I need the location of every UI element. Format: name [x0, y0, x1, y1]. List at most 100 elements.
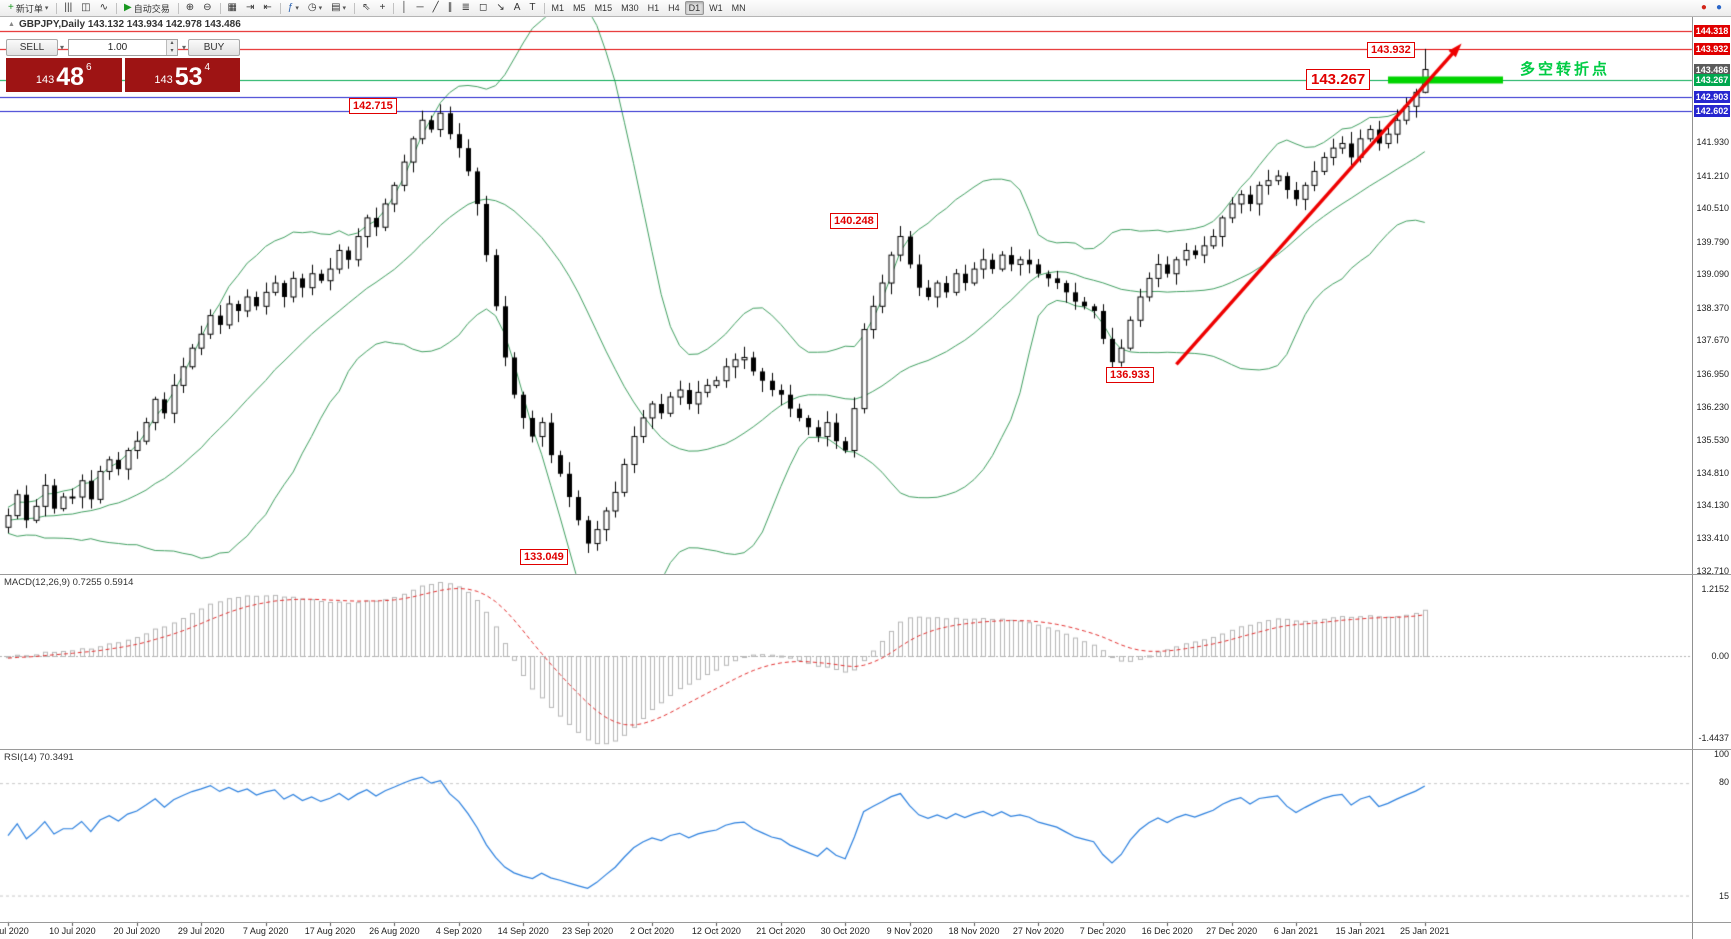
- price-annotation[interactable]: 136.933: [1106, 367, 1154, 383]
- timeframe-h1-label: H1: [647, 3, 660, 13]
- price-annotation[interactable]: 143.932: [1367, 42, 1415, 58]
- timeframe-h4[interactable]: H4: [664, 1, 684, 15]
- price-axis-tag: 142.903: [1694, 90, 1730, 103]
- bar-chart-button[interactable]: |||: [60, 1, 76, 15]
- timeframe-mn[interactable]: MN: [728, 1, 750, 15]
- timeframe-m5[interactable]: M5: [569, 1, 590, 15]
- volume-input[interactable]: [69, 40, 166, 55]
- community-icon[interactable]: ●: [1712, 1, 1726, 15]
- horizontal-line-button[interactable]: ─: [413, 1, 428, 15]
- caret-down-icon: ▾: [318, 5, 323, 12]
- macd-axis-label: 1.2152: [1701, 584, 1729, 594]
- news-icon[interactable]: ●: [1697, 1, 1711, 15]
- candle-chart-button[interactable]: ◫: [77, 1, 94, 15]
- buy-button[interactable]: 143 53 4: [124, 58, 240, 92]
- toolbar-separator: [543, 2, 545, 14]
- chart-title: ▲ GBPJPY,Daily 143.132 143.934 142.978 1…: [8, 19, 241, 30]
- price-axis-label: 141.930: [1696, 137, 1729, 148]
- pane-separator[interactable]: [0, 574, 1731, 575]
- zoom-out-button-icon: ⊖: [203, 2, 212, 13]
- periods-button[interactable]: ◷ ▾: [304, 1, 326, 15]
- tile-windows-button[interactable]: ▦: [224, 1, 241, 15]
- date-axis-label: 27 Dec 2020: [1206, 926, 1258, 936]
- price-annotation[interactable]: 140.248: [830, 213, 878, 229]
- timeframe-h1[interactable]: H1: [644, 1, 664, 15]
- auto-scroll-button-icon: ⇥: [245, 2, 255, 13]
- buy-caret-icon[interactable]: ▾: [181, 43, 186, 52]
- text-button-icon: A: [513, 2, 521, 13]
- shapes-button-icon: ◻: [479, 2, 488, 13]
- community-icon-icon: ●: [1715, 2, 1722, 13]
- timeframe-m1[interactable]: M1: [548, 1, 569, 15]
- price-axis-label: 133.410: [1696, 533, 1729, 544]
- sell-price-main: 143: [35, 74, 55, 87]
- date-axis-label: 30 Oct 2020: [820, 926, 870, 936]
- price-annotation[interactable]: 142.715: [349, 98, 397, 114]
- trendline-button-icon: ╱: [432, 2, 439, 13]
- shapes-button[interactable]: ◻: [475, 1, 491, 15]
- macd-axis-label: 0.00: [1711, 651, 1729, 661]
- date-axis-label: 12 Oct 2020: [691, 926, 741, 936]
- date-axis-label: 23 Sep 2020: [562, 926, 614, 936]
- fibonacci-button[interactable]: ≣: [458, 1, 474, 15]
- date-axis-label: 2 Oct 2020: [629, 926, 675, 936]
- cursor-button[interactable]: ⇖: [358, 1, 374, 15]
- sell-caret-icon[interactable]: ▾: [60, 43, 65, 52]
- crosshair-button-icon: +: [379, 2, 386, 13]
- date-axis-label: 27 Nov 2020: [1012, 926, 1064, 936]
- price-annotation[interactable]: 143.267: [1306, 69, 1371, 90]
- channel-button[interactable]: ∥: [444, 1, 457, 15]
- autotrading-button[interactable]: ▶ 自动交易: [120, 1, 174, 15]
- arrow-tool-button[interactable]: ↘: [492, 1, 508, 15]
- text-button[interactable]: A: [510, 1, 525, 15]
- pane-separator[interactable]: [0, 922, 1731, 923]
- sell-button[interactable]: 143 48 6: [6, 58, 122, 92]
- date-axis-label: 18 Nov 2020: [948, 926, 1000, 936]
- timeframe-w1[interactable]: W1: [705, 1, 727, 15]
- buy-label-button[interactable]: BUY: [188, 39, 240, 56]
- auto-scroll-button[interactable]: ⇥: [242, 1, 258, 15]
- turning-point-label: 多空转折点: [1520, 61, 1611, 78]
- date-axis-label: 9 Nov 2020: [886, 926, 933, 936]
- price-annotation[interactable]: 133.049: [520, 549, 568, 565]
- timeframe-m30-label: M30: [621, 3, 639, 13]
- new-order-button[interactable]: + 新订单 ▾: [4, 1, 52, 15]
- volume-up-button[interactable]: ▴: [166, 40, 177, 48]
- new-order-button-icon: +: [8, 2, 14, 13]
- autotrading-button-label: 自动交易: [133, 3, 170, 14]
- chart-shift-button[interactable]: ⇤: [259, 1, 275, 15]
- price-axis-label: 136.230: [1696, 402, 1729, 413]
- toolbar-separator: [219, 2, 221, 14]
- timeframe-m1-label: M1: [551, 3, 565, 13]
- indicators-button[interactable]: ƒ ▾: [284, 1, 303, 15]
- toolbar-separator: [116, 2, 118, 14]
- buy-price-frac: 4: [204, 62, 211, 73]
- templates-button[interactable]: ▤ ▾: [327, 1, 350, 15]
- zoom-in-button[interactable]: ⊕: [182, 1, 198, 15]
- vertical-line-button[interactable]: │: [397, 1, 411, 15]
- date-axis[interactable]: 1 Jul 2020 10 Jul 2020 20 Jul 2020 29 Jul 2…: [0, 922, 1692, 939]
- timeframe-m15[interactable]: M15: [591, 1, 617, 15]
- crosshair-button[interactable]: +: [375, 1, 389, 15]
- fibonacci-button-icon: ≣: [461, 2, 471, 13]
- date-axis-label: 25 Jan 2021: [1400, 926, 1450, 936]
- price-axis-label: 139.090: [1696, 269, 1729, 280]
- volume-down-button[interactable]: ▾: [166, 47, 177, 55]
- timeframe-d1[interactable]: D1: [684, 1, 705, 15]
- tile-windows-button-icon: ▦: [227, 2, 237, 13]
- sell-price-frac: 6: [86, 62, 92, 73]
- date-axis-label: 6 Jan 2021: [1273, 926, 1319, 936]
- line-chart-button[interactable]: ∿: [96, 1, 112, 15]
- pane-separator[interactable]: [0, 749, 1731, 750]
- sell-label-button[interactable]: SELL: [6, 39, 58, 56]
- trendline-button[interactable]: ╱: [429, 1, 443, 15]
- buy-price-pips: 53: [174, 63, 203, 92]
- timeframe-m5-label: M5: [573, 3, 586, 13]
- text-label-button[interactable]: T: [525, 1, 539, 15]
- price-axis[interactable]: 144.318 143.932 143.486 143.267 142.903 142.6…: [1692, 16, 1731, 939]
- rsi-label: RSI(14) 70.3491: [4, 752, 74, 763]
- timeframe-m30[interactable]: M30: [617, 1, 643, 15]
- zoom-out-button[interactable]: ⊖: [199, 1, 215, 15]
